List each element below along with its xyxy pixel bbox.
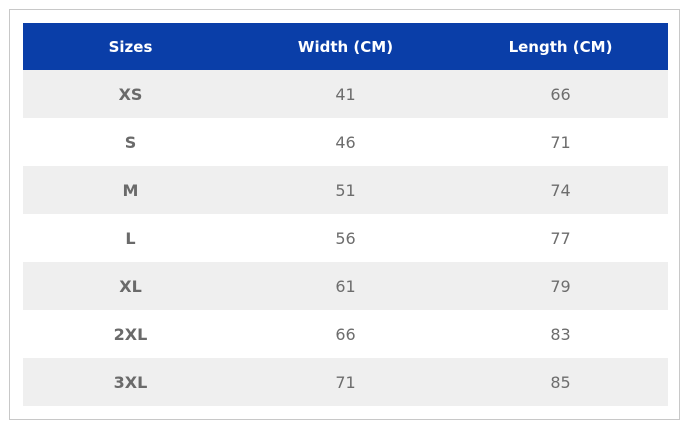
measure-cell: 66 [335, 324, 356, 344]
measure-cell: 66 [453, 70, 668, 118]
frame [9, 9, 680, 420]
size-table: Sizes Width (CM) Length (CM) XS 41 66 S 46 71 M 5… [23, 23, 668, 406]
table-header: Sizes Width (CM) Length (CM) [23, 23, 668, 70]
measure-cell: 41 [238, 70, 453, 118]
table-row: 2XL 66 83 [23, 310, 668, 358]
measure-cell: 71 [238, 358, 453, 406]
measure-cell: 77 [550, 228, 571, 248]
table-row: 3XL 71 85 [23, 358, 668, 406]
table-row: XL 61 79 [23, 262, 668, 310]
measure-cell: 51 [238, 166, 453, 214]
size-cell: S [124, 132, 137, 152]
measure-cell: 46 [335, 132, 356, 152]
measure-cell: 85 [453, 358, 668, 406]
size-cell: XS [23, 70, 238, 118]
measure-cell: 61 [238, 262, 453, 310]
size-cell: 2XL [113, 324, 148, 344]
measure-cell: 83 [550, 324, 571, 344]
measure-cell: 56 [335, 228, 356, 248]
table-row: M 51 74 [23, 166, 668, 214]
header-cell: Length (CM) [453, 23, 668, 70]
header-row: Sizes Width (CM) Length (CM) [23, 23, 668, 70]
table-row: XS 41 66 [23, 70, 668, 118]
size-cell: XL [23, 262, 238, 310]
header-cell: Width (CM) [238, 23, 453, 70]
table-body: XS 41 66 S 46 71 M 51 74 L 56 77 XL 61 79 2XL 66 83 3XL 71 8… [23, 70, 668, 406]
measure-cell: 79 [453, 262, 668, 310]
size-cell: L [125, 228, 136, 248]
size-cell: M [23, 166, 238, 214]
measure-cell: 71 [550, 132, 571, 152]
table-row: L 56 77 [23, 214, 668, 262]
header-cell: Sizes [23, 23, 238, 70]
table-row: S 46 71 [23, 118, 668, 166]
size-cell: 3XL [23, 358, 238, 406]
measure-cell: 74 [453, 166, 668, 214]
